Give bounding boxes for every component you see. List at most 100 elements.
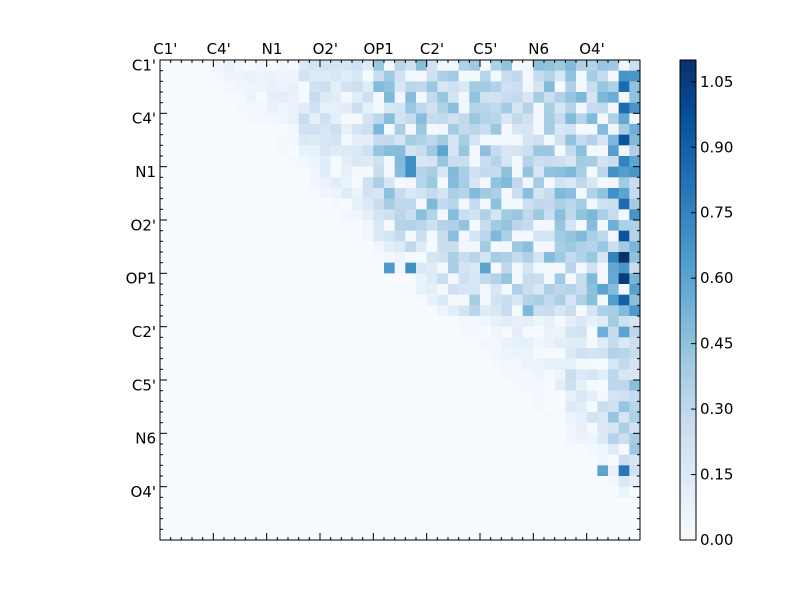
heatmap-cell xyxy=(480,433,491,445)
heatmap-cell xyxy=(512,497,523,509)
heatmap-cell xyxy=(501,369,513,381)
heatmap-cell xyxy=(288,518,299,530)
heatmap-cell xyxy=(266,60,278,71)
heatmap-cell xyxy=(234,262,246,274)
heatmap-cell xyxy=(373,326,385,338)
heatmap-cell xyxy=(362,188,374,199)
heatmap-cell xyxy=(597,273,609,285)
heatmap-cell xyxy=(522,305,534,317)
heatmap-cell xyxy=(437,166,449,178)
heatmap-cell xyxy=(522,145,534,157)
x-tick-label: OP1 xyxy=(363,40,393,58)
heatmap-cell xyxy=(533,444,545,455)
heatmap-cell xyxy=(533,412,545,423)
heatmap-cell xyxy=(224,113,235,125)
heatmap-cell xyxy=(213,412,225,423)
heatmap-cell xyxy=(597,177,609,189)
heatmap-cell xyxy=(298,284,310,295)
heatmap-cell xyxy=(448,465,459,477)
heatmap-cell xyxy=(309,273,321,285)
heatmap-cell xyxy=(522,316,534,327)
heatmap-cell xyxy=(405,113,417,125)
heatmap-cell xyxy=(533,273,545,285)
heatmap-cell xyxy=(618,124,630,135)
heatmap-cell xyxy=(416,486,427,498)
heatmap-cell xyxy=(341,241,353,253)
heatmap-cell xyxy=(501,465,513,477)
heatmap-cell xyxy=(405,241,417,253)
heatmap-cell xyxy=(490,444,502,455)
heatmap-cell xyxy=(480,444,491,455)
heatmap-cell xyxy=(576,241,587,253)
heatmap-cell xyxy=(362,198,374,210)
heatmap-cell xyxy=(256,294,267,306)
heatmap-cell xyxy=(501,198,513,210)
heatmap-cell xyxy=(501,70,513,82)
heatmap-cell xyxy=(458,188,470,199)
heatmap-cell xyxy=(608,230,619,242)
heatmap-cell xyxy=(160,262,171,274)
heatmap-cell xyxy=(458,220,470,231)
heatmap-cell xyxy=(266,358,278,370)
heatmap-cell xyxy=(160,145,171,157)
heatmap-cell xyxy=(213,262,225,274)
heatmap-cell xyxy=(362,273,374,285)
heatmap-cell xyxy=(501,273,513,285)
heatmap-cell xyxy=(320,476,331,487)
heatmap-cell xyxy=(256,166,267,178)
heatmap-cell xyxy=(202,81,214,93)
heatmap-cell xyxy=(309,60,321,71)
heatmap-cell xyxy=(469,273,481,285)
heatmap-cell xyxy=(437,145,449,157)
heatmap-cell xyxy=(245,134,257,146)
heatmap-cell xyxy=(405,348,417,359)
heatmap-cell xyxy=(341,454,353,466)
heatmap-cell xyxy=(224,81,235,93)
heatmap-cell xyxy=(522,166,534,178)
heatmap-cell xyxy=(544,444,555,455)
heatmap-cell xyxy=(576,390,587,402)
heatmap-cell xyxy=(448,252,459,263)
heatmap-cell xyxy=(309,220,321,231)
heatmap-cell xyxy=(501,113,513,125)
heatmap-cell xyxy=(437,134,449,146)
heatmap-cell xyxy=(224,422,235,434)
heatmap-cell xyxy=(245,60,257,71)
heatmap-cell xyxy=(608,316,619,327)
heatmap-cell xyxy=(288,156,299,167)
heatmap-cell xyxy=(576,177,587,189)
heatmap-cell xyxy=(170,486,182,498)
heatmap-cell xyxy=(480,294,491,306)
heatmap-cell xyxy=(608,444,619,455)
heatmap-cell xyxy=(448,60,459,71)
heatmap-cell xyxy=(416,294,427,306)
heatmap-cell xyxy=(160,401,171,413)
heatmap-cell xyxy=(405,156,417,167)
heatmap-cell xyxy=(597,102,609,114)
heatmap-cell xyxy=(213,188,225,199)
heatmap-cell xyxy=(501,390,513,402)
heatmap-cell xyxy=(544,433,555,445)
heatmap-cell xyxy=(597,305,609,317)
heatmap-cell xyxy=(512,454,523,466)
heatmap-cell xyxy=(405,70,417,82)
heatmap-cell xyxy=(437,422,449,434)
heatmap-cell xyxy=(330,476,342,487)
heatmap-cell xyxy=(160,102,171,114)
heatmap-cell xyxy=(352,358,363,370)
heatmap-cell xyxy=(288,262,299,274)
heatmap-cell xyxy=(298,230,310,242)
heatmap-cell xyxy=(234,380,246,391)
heatmap-cell xyxy=(565,209,577,221)
heatmap-cell xyxy=(544,497,555,509)
colorbar xyxy=(679,59,697,541)
heatmap-cell xyxy=(586,465,598,477)
heatmap-cell xyxy=(544,241,555,253)
heatmap-cell xyxy=(245,380,257,391)
heatmap-cell xyxy=(629,241,641,253)
heatmap-cell xyxy=(426,305,438,317)
heatmap-cell xyxy=(224,497,235,509)
heatmap-cell xyxy=(544,70,555,82)
heatmap-cell xyxy=(277,156,289,167)
heatmap-cell xyxy=(234,476,246,487)
